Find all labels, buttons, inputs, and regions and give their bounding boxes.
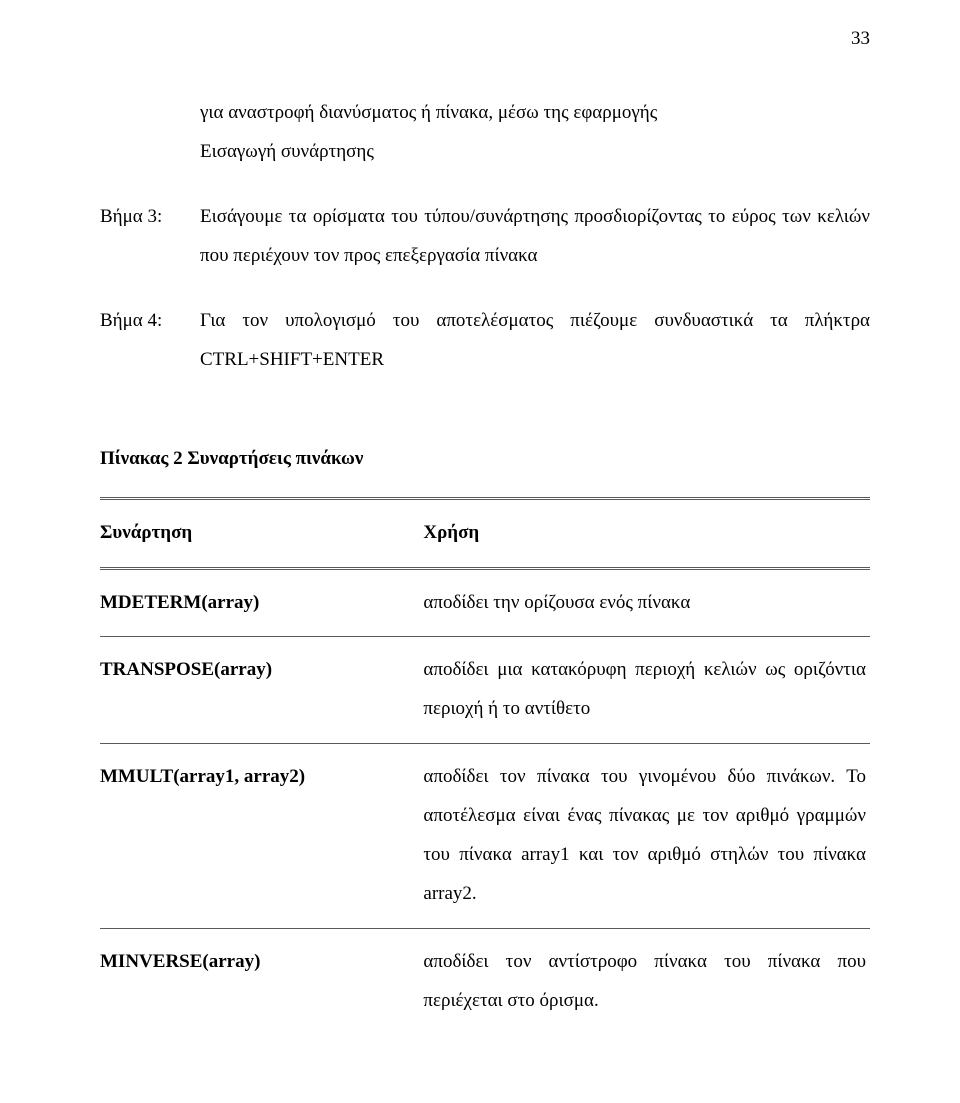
step-body: Εισάγουμε τα ορίσματα του τύπου/συνάρτησ… bbox=[200, 198, 870, 276]
cell-func: MINVERSE(array) bbox=[100, 929, 423, 1035]
page: 33 για αναστροφή διανύσματος ή πίνακα, μ… bbox=[0, 0, 960, 1103]
cell-use: αποδίδει τον αντίστροφο πίνακα του πίνακ… bbox=[423, 929, 870, 1035]
step-row-3: Βήμα 3: Εισάγουμε τα ορίσματα του τύπου/… bbox=[100, 198, 870, 276]
header-func: Συνάρτηση bbox=[100, 498, 423, 568]
intro-paragraph: για αναστροφή διανύσματος ή πίνακα, μέσω… bbox=[200, 94, 870, 172]
cell-use: αποδίδει την ορίζουσα ενός πίνακα bbox=[423, 568, 870, 637]
table-title: Πίνακας 2 Συναρτήσεις πινάκων bbox=[100, 440, 870, 479]
cell-func: MMULT(array1, array2) bbox=[100, 744, 423, 929]
table-row: MMULT(array1, array2) αποδίδει τον πίνακ… bbox=[100, 744, 870, 929]
step-label: Βήμα 4: bbox=[100, 302, 200, 380]
functions-table: Συνάρτηση Χρήση MDETERM(array) αποδίδει … bbox=[100, 497, 870, 1035]
page-number: 33 bbox=[851, 28, 870, 50]
cell-use: αποδίδει τον πίνακα του γινομένου δύο πι… bbox=[423, 744, 870, 929]
cell-use: αποδίδει μια κατακόρυφη περιοχή κελιών ω… bbox=[423, 637, 870, 744]
table-row: TRANSPOSE(array) αποδίδει μια κατακόρυφη… bbox=[100, 637, 870, 744]
header-use: Χρήση bbox=[423, 498, 870, 568]
cell-func: TRANSPOSE(array) bbox=[100, 637, 423, 744]
content: για αναστροφή διανύσματος ή πίνακα, μέσω… bbox=[100, 94, 870, 1035]
step-row-4: Βήμα 4: Για τον υπολογισμό του αποτελέσμ… bbox=[100, 302, 870, 380]
cell-func: MDETERM(array) bbox=[100, 568, 423, 637]
table-header-row: Συνάρτηση Χρήση bbox=[100, 498, 870, 568]
step-label: Βήμα 3: bbox=[100, 198, 200, 276]
step-body: Για τον υπολογισμό του αποτελέσματος πιέ… bbox=[200, 302, 870, 380]
table-row: MDETERM(array) αποδίδει την ορίζουσα ενό… bbox=[100, 568, 870, 637]
intro-line-1: για αναστροφή διανύσματος ή πίνακα, μέσω… bbox=[200, 102, 657, 123]
table-row: MINVERSE(array) αποδίδει τον αντίστροφο … bbox=[100, 929, 870, 1035]
intro-line-2: Εισαγωγή συνάρτησης bbox=[200, 141, 374, 162]
